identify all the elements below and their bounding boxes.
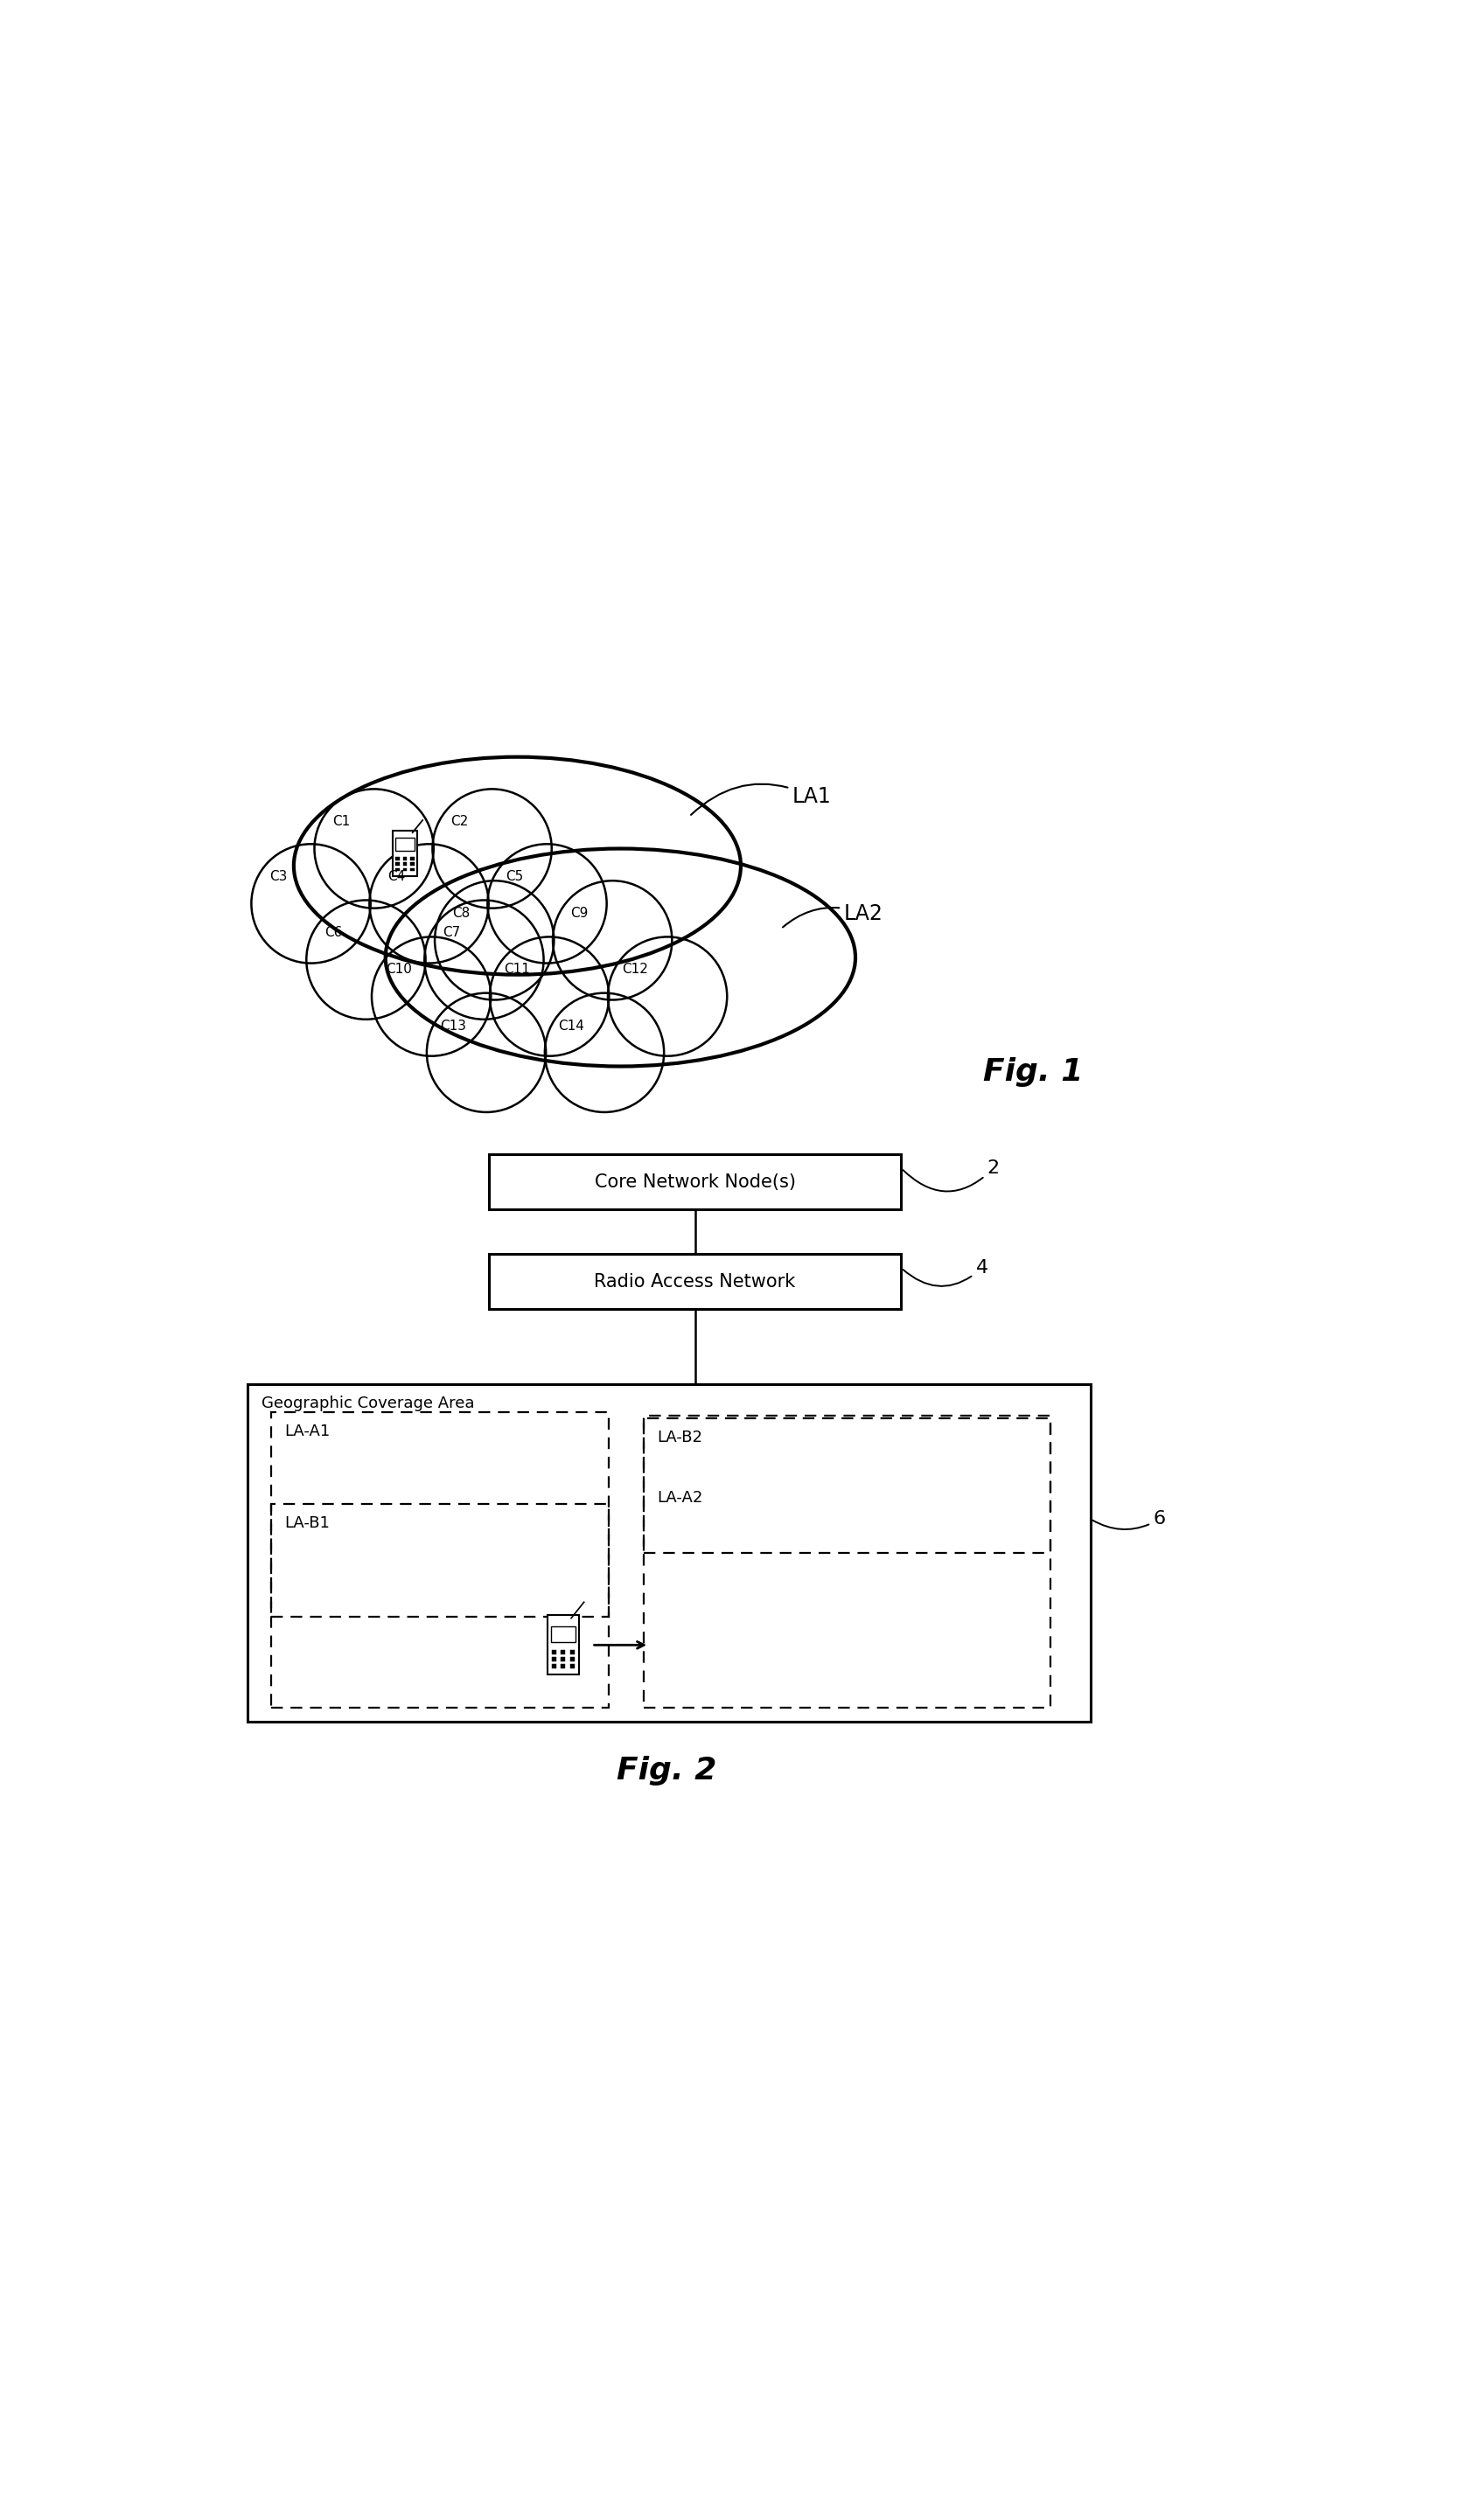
Bar [552, 1651, 556, 1653]
Bar [402, 862, 407, 864]
Text: 6: 6 [1093, 1509, 1165, 1530]
Bar [411, 857, 414, 859]
Bar [402, 867, 407, 872]
Bar [395, 867, 399, 872]
Text: C2: C2 [451, 816, 469, 829]
Bar [569, 1658, 574, 1661]
Text: Fig. 2: Fig. 2 [617, 1756, 716, 1787]
Bar [271, 1504, 609, 1709]
Text: LA1: LA1 [691, 784, 831, 814]
Text: LA-B1: LA-B1 [284, 1515, 330, 1532]
Bar [395, 857, 399, 859]
Bar [569, 1651, 574, 1653]
Text: C10: C10 [386, 963, 411, 975]
Text: 4: 4 [904, 1260, 988, 1285]
Text: C7: C7 [442, 927, 460, 940]
Text: 2: 2 [904, 1159, 1000, 1192]
Bar [488, 1154, 901, 1210]
Text: LA-A2: LA-A2 [657, 1489, 703, 1507]
Bar [392, 829, 417, 877]
Bar [411, 862, 414, 864]
Text: C13: C13 [441, 1018, 467, 1033]
Bar [395, 839, 414, 852]
Bar [552, 1625, 575, 1643]
Bar [248, 1383, 1090, 1721]
Text: C3: C3 [269, 869, 287, 885]
Text: C14: C14 [559, 1018, 584, 1033]
Bar [271, 1411, 609, 1615]
Bar [552, 1658, 556, 1661]
Bar [547, 1615, 580, 1676]
Bar [411, 867, 414, 872]
Text: C8: C8 [453, 907, 470, 920]
Text: C9: C9 [571, 907, 589, 920]
Text: Core Network Node(s): Core Network Node(s) [595, 1174, 796, 1192]
Bar [561, 1651, 565, 1653]
Text: Fig. 1: Fig. 1 [984, 1058, 1083, 1086]
Text: Radio Access Network: Radio Access Network [595, 1273, 796, 1290]
Text: C11: C11 [503, 963, 529, 975]
Text: C1: C1 [333, 816, 351, 829]
Text: LA2: LA2 [782, 902, 883, 927]
Bar [569, 1663, 574, 1668]
Text: C5: C5 [506, 869, 524, 885]
Text: LA-A1: LA-A1 [284, 1424, 330, 1439]
Text: C6: C6 [324, 927, 342, 940]
Bar [643, 1416, 1050, 1709]
Text: LA-B2: LA-B2 [657, 1429, 703, 1446]
Bar [395, 862, 399, 864]
Text: C4: C4 [387, 869, 405, 885]
Bar [561, 1663, 565, 1668]
Text: C12: C12 [621, 963, 648, 975]
Bar [643, 1419, 1050, 1552]
Bar [488, 1255, 901, 1310]
Bar [552, 1663, 556, 1668]
Bar [402, 857, 407, 859]
Bar [561, 1658, 565, 1661]
Text: Geographic Coverage Area: Geographic Coverage Area [262, 1396, 475, 1411]
